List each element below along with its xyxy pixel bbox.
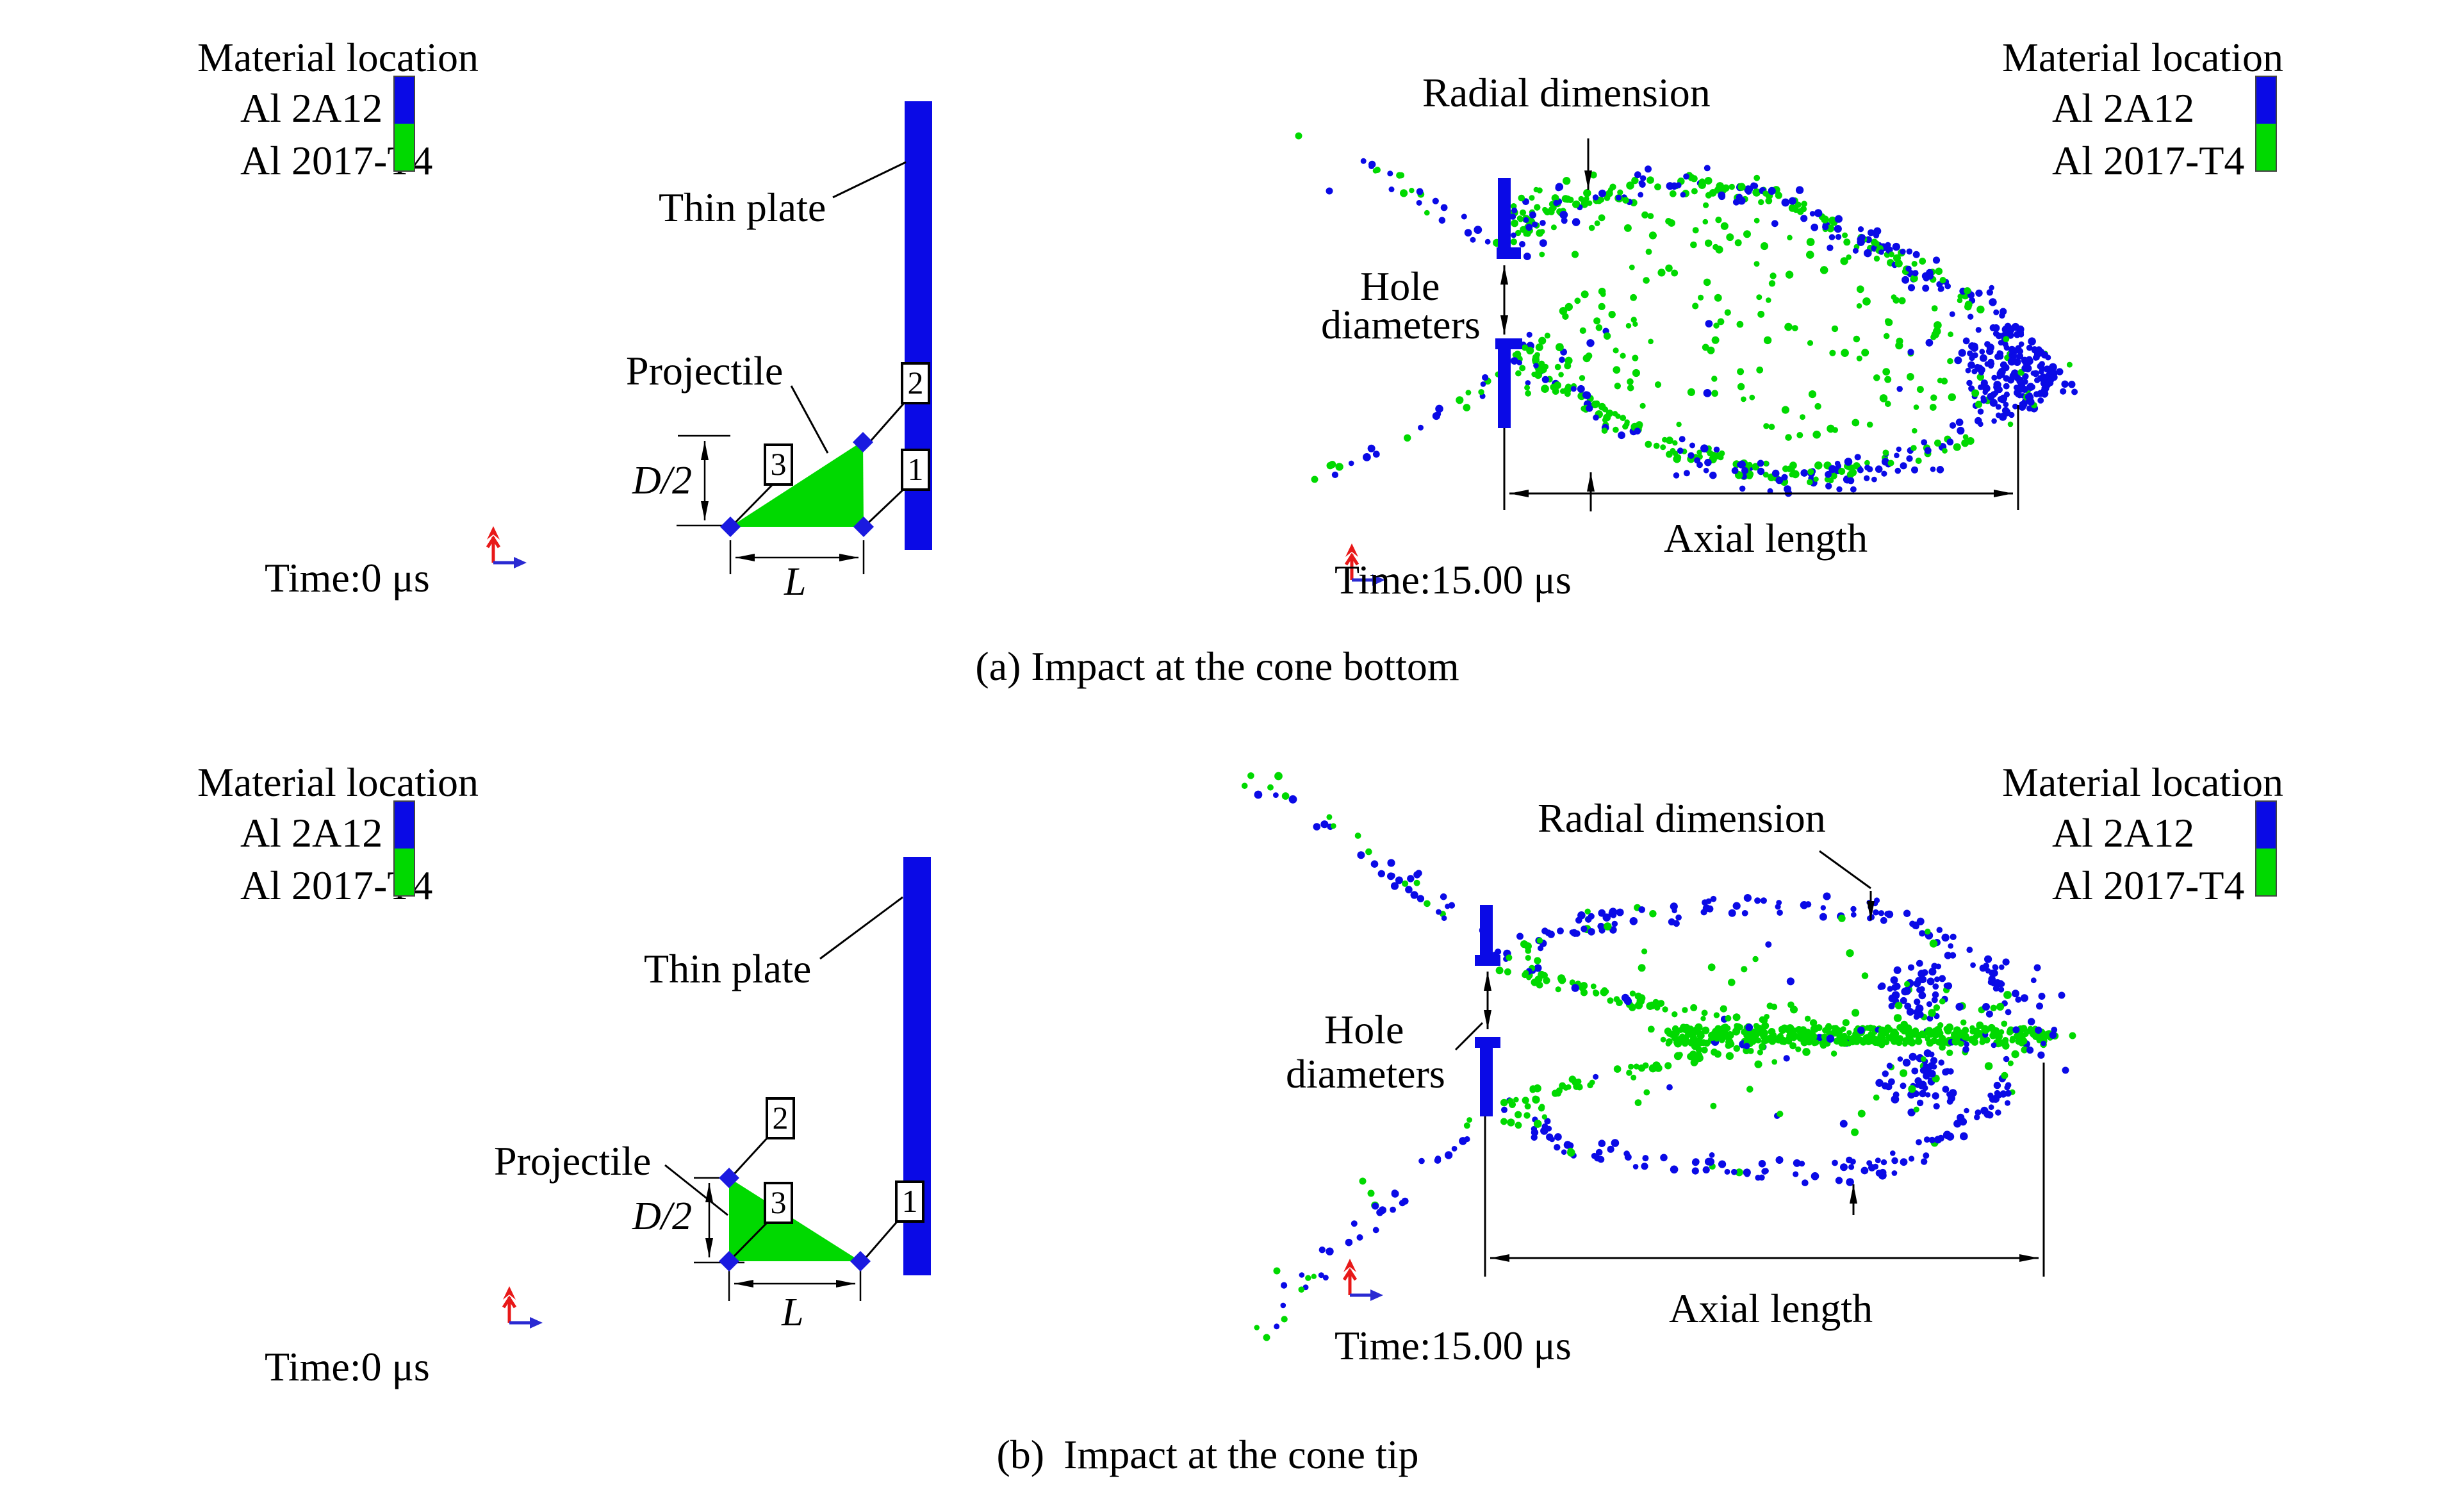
plate-fragment-lower-b	[1480, 1047, 1493, 1116]
panel-a-result	[1295, 132, 2078, 586]
marker-leader	[732, 1135, 770, 1177]
time-label-b-left: Time:0 μs	[265, 1344, 430, 1389]
cone-length-label-b: L	[782, 1291, 804, 1334]
marker-leader	[866, 487, 906, 526]
marker-leader	[732, 1220, 770, 1259]
hole-diameters-label-b-line1: Hole	[1324, 1007, 1404, 1052]
caption-b: (b) Impact at the cone tip	[887, 1431, 1528, 1478]
caption-a-text: Impact at the cone bottom	[1031, 643, 1459, 689]
projectile-leader-b	[664, 1164, 728, 1216]
thin-plate-leader-a	[832, 161, 907, 199]
vertex-marker-3b	[719, 1251, 739, 1271]
debris-cloud-b	[1241, 772, 2076, 1341]
legend-swatch-blue	[2256, 77, 2276, 124]
legend-title: Material location	[2002, 35, 2283, 80]
plate-fragment-upper-foot-b	[1475, 955, 1500, 966]
legend-item-al-2a12: Al 2A12	[2052, 85, 2195, 131]
vertex-marker-2b	[719, 1168, 739, 1188]
vertex-marker-1b	[850, 1251, 871, 1271]
d-half-label-b: D/2	[632, 1195, 692, 1238]
radial-dim-leader-b	[1819, 850, 1871, 890]
legend-swatch-green	[2256, 849, 2276, 895]
radial-dimension-label-b: Radial dimension	[1538, 795, 1826, 841]
marker-leader	[865, 402, 906, 447]
legend-swatch-blue	[395, 802, 414, 849]
hole-diameter-leader-b	[1454, 1022, 1484, 1051]
legend-colorbar	[393, 76, 415, 172]
marker-box-1b: 1	[895, 1180, 924, 1223]
plate-fragment-lower-a	[1498, 338, 1511, 428]
thin-plate-label-b: Thin plate	[644, 946, 812, 991]
hole-diameters-label-b-line2: diameters	[1286, 1051, 1445, 1097]
plate-fragment-upper-a	[1498, 178, 1511, 250]
legend-item-al-2a12: Al 2A12	[240, 85, 383, 131]
cone-length-label-a: L	[784, 560, 807, 604]
vertex-marker-1a	[853, 517, 874, 537]
legend-swatch-green	[395, 124, 414, 170]
legend-title: Material location	[197, 35, 479, 80]
plate-fragment-lower-cap-b	[1475, 1037, 1500, 1048]
legend-item-al-2017-t4: Al 2017-T4	[2052, 863, 2245, 908]
time-label-a-right: Time:15.00 μs	[1335, 557, 1572, 602]
marker-box-3b: 3	[764, 1182, 793, 1224]
thin-plate-label-a: Thin plate	[659, 185, 826, 230]
d-half-label-a: D/2	[632, 459, 692, 502]
plate-fragment-upper-b	[1480, 905, 1493, 957]
legend-swatch-green	[2256, 124, 2276, 170]
vertex-marker-2a	[853, 432, 873, 452]
legend-colorbar	[2255, 76, 2277, 172]
projectile-cone-a	[730, 441, 864, 527]
projectile-cone-b	[729, 1178, 860, 1261]
legend-swatch-blue	[2256, 802, 2276, 849]
projectile-label-b: Projectile	[494, 1138, 652, 1184]
hole-diameters-label-a-line1: Hole	[1360, 263, 1440, 309]
projectile-leader-a	[790, 385, 829, 454]
panel-b-result	[1241, 772, 2076, 1341]
axial-length-label-a: Axial length	[1664, 515, 1868, 561]
legend-item-al-2a12: Al 2A12	[2052, 810, 2195, 856]
marker-box-3a: 3	[764, 443, 793, 486]
legend-title: Material location	[197, 759, 479, 805]
legend-title: Material location	[2002, 759, 2283, 805]
legend-colorbar	[2255, 800, 2277, 897]
vertex-marker-3a	[720, 517, 741, 537]
panel-b-setup	[503, 857, 931, 1329]
axial-length-label-b: Axial length	[1669, 1286, 1873, 1331]
marker-leader	[734, 484, 773, 524]
legend-swatch-blue	[395, 77, 414, 124]
hole-diameters-label-a-line2: diameters	[1321, 302, 1481, 347]
caption-b-text: Impact at the cone tip	[1064, 1432, 1419, 1477]
marker-box-2b: 2	[766, 1097, 795, 1139]
legend-colorbar	[393, 800, 415, 897]
marker-box-1a: 1	[901, 449, 930, 491]
caption-a-prefix: (a)	[975, 643, 1021, 689]
time-label-b-right: Time:15.00 μs	[1335, 1323, 1572, 1368]
caption-b-prefix: (b)	[996, 1432, 1045, 1477]
caption-a: (a) Impact at the cone bottom	[897, 643, 1538, 690]
time-label-a-left: Time:0 μs	[265, 555, 430, 600]
thin-plate-leader-b	[819, 896, 903, 960]
radial-dimension-label-a: Radial dimension	[1422, 70, 1711, 115]
projectile-label-a: Projectile	[626, 348, 784, 393]
plate-fragment-lower-cap-a	[1495, 338, 1522, 349]
panel-a-setup	[487, 101, 932, 574]
marker-box-2a: 2	[901, 362, 930, 404]
plate-fragment-upper-foot-a	[1497, 247, 1521, 259]
legend-item-al-2017-t4: Al 2017-T4	[2052, 138, 2245, 183]
legend-item-al-2a12: Al 2A12	[240, 810, 383, 856]
debris-cloud-a	[1295, 132, 2078, 497]
legend-swatch-green	[395, 849, 414, 895]
marker-leader	[864, 1219, 900, 1259]
